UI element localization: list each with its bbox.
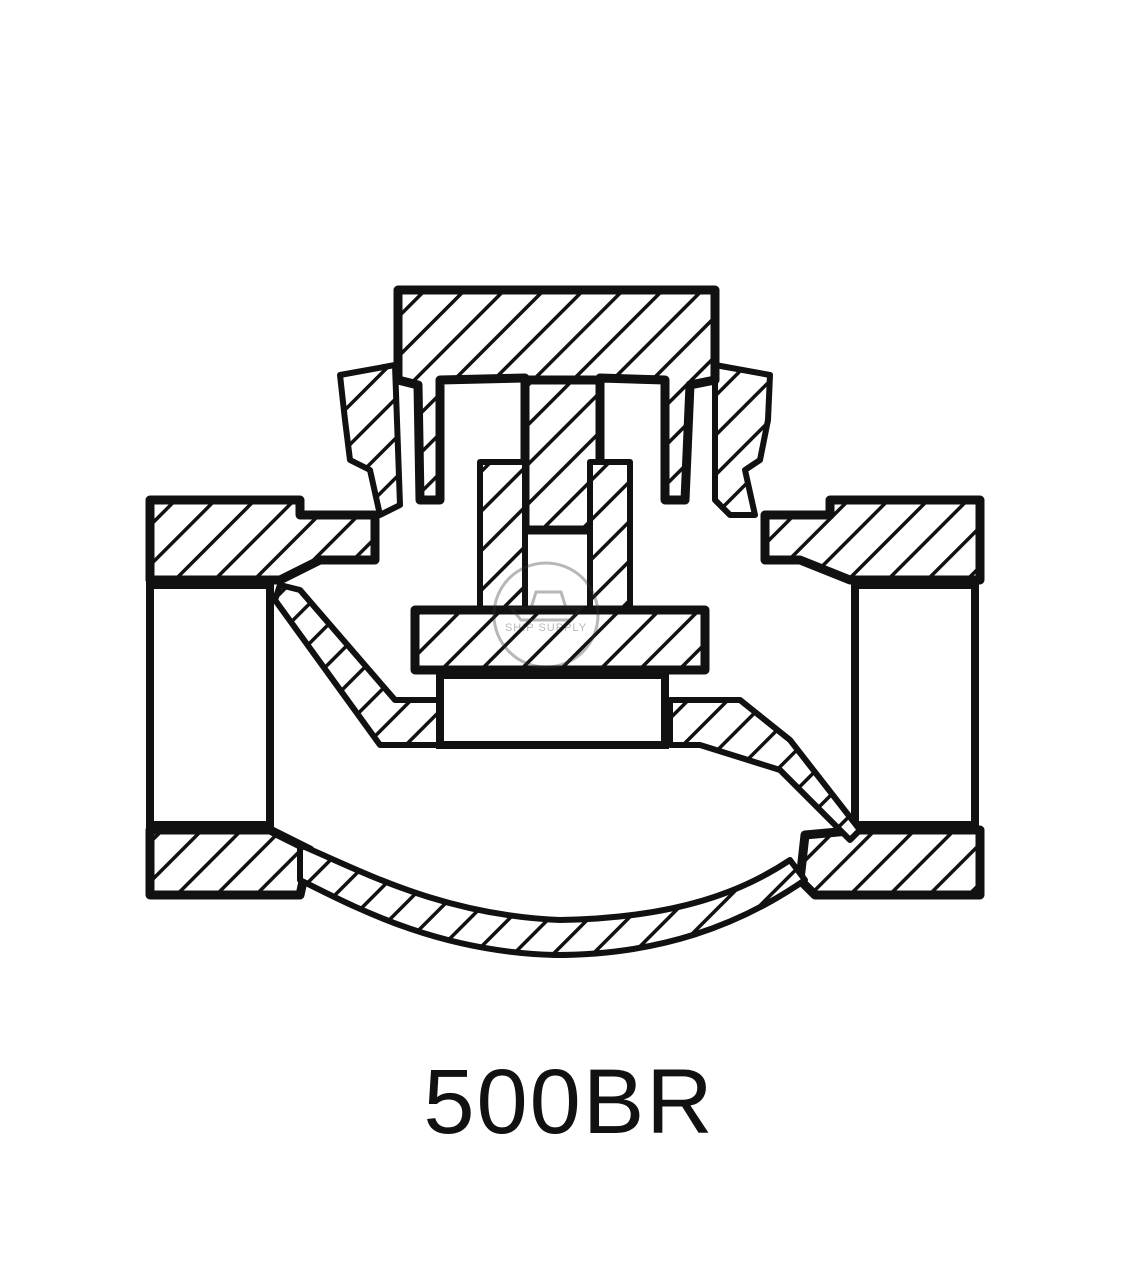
model-label: 500BR: [423, 1051, 715, 1153]
bonnet-neck-right: [712, 362, 773, 518]
bonnet-neck-left: [337, 362, 403, 518]
watermark-text: SHIP SUPPLY: [504, 622, 588, 634]
internal-wall-right: [667, 697, 863, 843]
outlet-bore: [851, 581, 979, 829]
inlet-bore: [146, 581, 274, 829]
disc-holder: [410, 605, 710, 675]
ship-icon: [492, 561, 600, 669]
seat-disc: [436, 671, 669, 749]
watermark-logo: SHIP SUPPLY: [486, 560, 606, 670]
body-bottom-bowl: [297, 842, 808, 958]
body-right-lower-wall: [795, 825, 985, 900]
body-right-upper-wall: [760, 495, 985, 585]
disc-guide-right: [587, 459, 633, 615]
body-left-lower-wall: [145, 825, 315, 900]
body-left-upper-wall: [145, 495, 380, 585]
